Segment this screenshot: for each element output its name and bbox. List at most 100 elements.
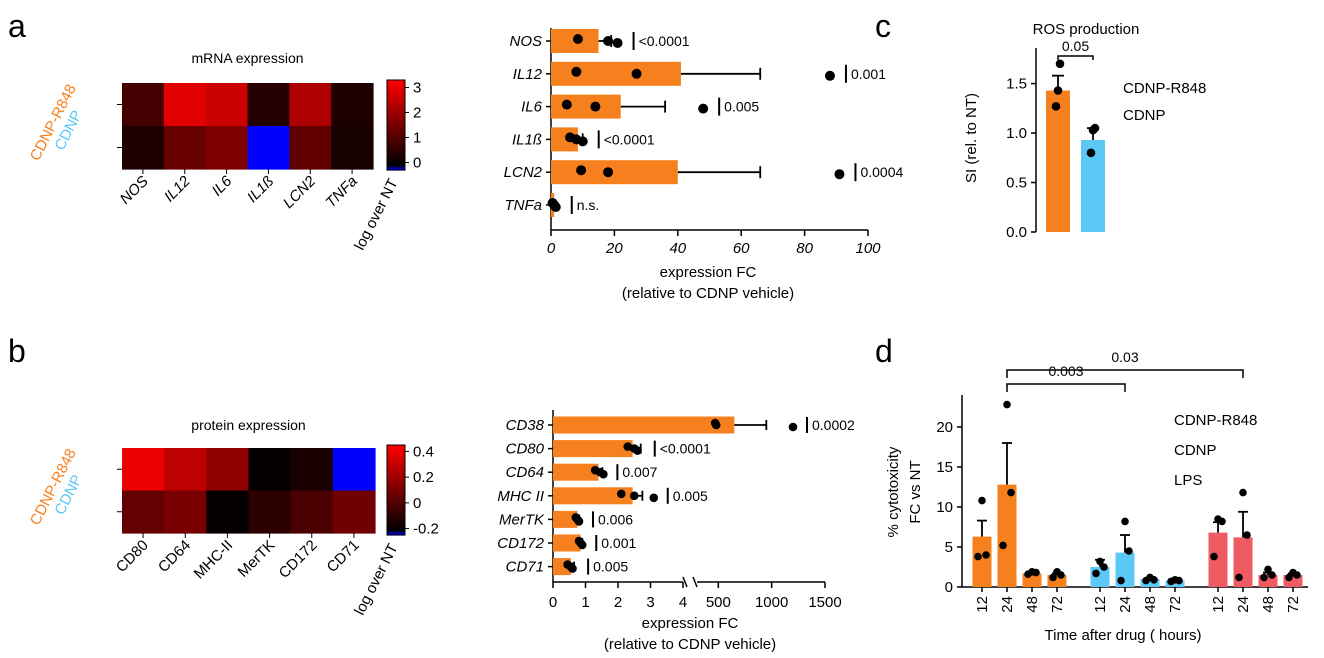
data-point-il12: [631, 68, 642, 79]
colorbar-segment: [387, 446, 405, 450]
data-point-cdnp: [1092, 569, 1100, 578]
data-point-cdnp: [1117, 576, 1125, 585]
x-axis-label: Time after drug ( hours): [1045, 627, 1202, 644]
colorbar-segment: [387, 495, 405, 498]
colorbar-segment: [387, 146, 405, 149]
data-point-cdnp-r848: [999, 541, 1007, 550]
colorbar-segment: [387, 533, 405, 536]
colorbar-segment: [387, 119, 405, 122]
data-point-cdnp-r848: [982, 551, 990, 559]
colorbar-segment: [387, 452, 405, 455]
colorbar-segment: [387, 506, 405, 509]
panel-label-a: a: [8, 8, 26, 44]
significance-bracket: [1057, 55, 1094, 60]
bar-il6: [551, 94, 621, 119]
bar-chart-ros: ROS production 0.0 0.5 1.0 1.5 SI (rel. to NT…: [963, 21, 1206, 241]
bar-cd172: [553, 534, 581, 552]
x-tick-label: 4: [679, 594, 687, 611]
bar-mertk: [553, 510, 578, 528]
data-point-cdnp: [1121, 517, 1129, 526]
colorbar-segment: [387, 125, 405, 128]
pvalue-label: 0.001: [601, 535, 636, 551]
significance-label: 0.003: [1048, 363, 1083, 379]
colorbar-segment: [387, 468, 405, 471]
colorbar-segment: [387, 493, 405, 496]
pvalue-label: 0.0002: [812, 417, 855, 433]
bar-lcn2: [551, 160, 678, 185]
colorbar-segment: [387, 96, 405, 99]
colorbar-segment: [387, 132, 405, 135]
y-tick-label: 0: [945, 579, 953, 596]
colorbar-tick-label: 0: [413, 155, 421, 172]
data-point-cdnp: [1171, 576, 1179, 584]
pvalue-label: 0.005: [673, 488, 708, 504]
data-point-cdnp: [1100, 563, 1108, 571]
heatmap-cell-cdnp-tnfa: [331, 126, 374, 170]
panel-label-c: c: [875, 8, 891, 44]
col-label-cd80: CD80: [113, 537, 152, 576]
chart-title: ROS production: [1033, 21, 1140, 38]
colorbar-segment: [387, 477, 405, 480]
x-tick-label: 48: [1024, 596, 1041, 613]
colorbar-tick-label: 0: [413, 495, 421, 512]
colorbar-tick-label: 2: [413, 105, 421, 122]
heatmap-cell-cdnp-r848-cd71: [332, 448, 376, 492]
colorbar-segment: [387, 101, 405, 104]
colorbar-segment: [387, 166, 405, 169]
data-point-cdnp: [1086, 148, 1096, 158]
legend-entry-cdnp-r848: CDNP-R848: [1123, 80, 1206, 97]
colorbar-segment: [387, 87, 405, 90]
colorbar-segment: [387, 98, 405, 101]
data-point-cdnp-r848: [1003, 400, 1011, 409]
colorbar-segment: [387, 472, 405, 475]
x-axis-label-line1: expression FC: [642, 615, 739, 632]
colorbar-segment: [387, 488, 405, 491]
category-label-mhc-ii: MHC II: [497, 488, 544, 505]
x-tick-label: 24: [999, 596, 1016, 613]
data-point-cdnp-r848: [1055, 59, 1065, 69]
x-tick-label: 48: [1142, 596, 1159, 613]
x-tick-label: 12: [1210, 596, 1227, 613]
colorbar-tick-label: -0.2: [413, 521, 439, 538]
colorbar-tick-label: 0.4: [413, 443, 434, 460]
data-point-lps: [1239, 488, 1247, 497]
colorbar-segment: [387, 80, 405, 83]
legend-entry-cdnp: CDNP: [1123, 107, 1166, 124]
pvalue-label: 0.005: [724, 99, 759, 115]
colorbar-segment: [387, 117, 405, 121]
colorbar-segment: [387, 511, 405, 514]
colorbar-segment: [387, 526, 405, 529]
bar-il12: [551, 61, 681, 86]
colorbar-segment: [387, 524, 405, 527]
data-point-cdnp-r848: [1028, 568, 1036, 576]
colorbar-segment: [387, 130, 405, 133]
data-point-tnfa: [550, 202, 561, 212]
data-point-lcn2: [603, 167, 614, 178]
y-tick-label: 5: [945, 539, 953, 556]
data-point-mhc-ii: [649, 493, 659, 503]
heatmap-cell-cdnp-r848-mhc-ii: [206, 448, 250, 492]
colorbar-segment: [387, 484, 405, 487]
y-tick-label: 0.5: [1006, 175, 1027, 192]
colorbar-segment: [387, 463, 405, 466]
data-point-il1: [577, 136, 588, 147]
colorbar-segment: [387, 152, 405, 155]
colorbar-tick-label: 3: [413, 80, 421, 97]
colorbar-segment: [387, 527, 405, 531]
y-axis-label-line1: % cytotoxicity: [885, 446, 902, 537]
col-label-nos: NOS: [117, 173, 152, 208]
data-point-cd71: [568, 564, 577, 573]
colorbar-segment: [387, 517, 405, 520]
data-point-cdnp: [1125, 547, 1133, 555]
colorbar-segment: [387, 455, 405, 459]
heatmap-cell-cdnp-cd172: [290, 490, 334, 534]
colorbar-segment: [387, 486, 405, 489]
pvalue-label: 0.007: [622, 464, 657, 480]
colorbar-segment: [387, 110, 405, 113]
bar-mhc-ii: [553, 487, 633, 505]
legend-entry-cdnp-r848: CDNP-R848: [1174, 412, 1257, 429]
significance-bracket: [1006, 369, 1244, 378]
data-point-lps: [1243, 531, 1251, 539]
